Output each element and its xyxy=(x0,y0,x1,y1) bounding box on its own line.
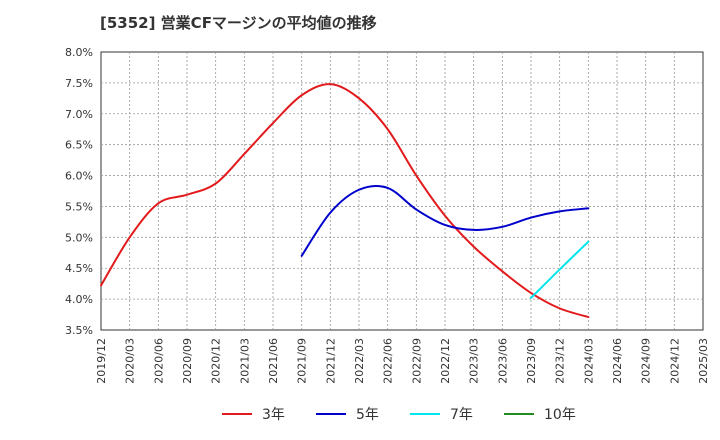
x-tick-label: 2020/09 xyxy=(181,338,194,384)
series-lines xyxy=(100,83,590,319)
plot-area xyxy=(100,51,704,331)
legend-label: 3年 xyxy=(262,407,285,423)
x-tick-label: 2020/12 xyxy=(210,338,223,384)
x-tick-label: 2023/09 xyxy=(525,338,538,384)
x-tick-label: 2022/03 xyxy=(353,338,366,384)
x-tick-label: 2024/09 xyxy=(640,338,653,384)
x-tick-label: 2019/12 xyxy=(95,338,108,384)
legend-label: 5年 xyxy=(356,407,379,423)
x-tick-label: 2023/06 xyxy=(496,338,509,384)
x-tick-label: 2020/06 xyxy=(152,338,165,384)
x-axis: 2019/12 2020/03 2020/06 2020/09 2020/12 2021/… xyxy=(95,338,710,384)
legend[interactable]: 3年 5年 7年 10年 xyxy=(222,407,576,423)
y-tick-label: 8.0% xyxy=(65,46,93,59)
y-tick-label: 5.5% xyxy=(65,200,93,213)
y-tick-label: 6.0% xyxy=(65,170,93,183)
x-tick-label: 2020/03 xyxy=(124,338,137,384)
legend-item-3[interactable]: 10年 xyxy=(504,407,576,423)
y-tick-label: 7.0% xyxy=(65,108,93,121)
x-tick-label: 2021/03 xyxy=(238,338,251,384)
y-tick-label: 4.0% xyxy=(65,293,93,306)
x-tick-label: 2024/12 xyxy=(668,338,681,384)
y-axis: 3.5% 4.0% 4.5% 5.0% 5.5% 6.0% 6.5% 7.0% 7.5% 8.0% xyxy=(65,46,93,337)
series-line-1 xyxy=(300,184,590,257)
y-tick-label: 5.0% xyxy=(65,231,93,244)
y-tick-label: 7.5% xyxy=(65,77,93,90)
plot-frame xyxy=(100,51,704,331)
x-tick-label: 2023/03 xyxy=(468,338,481,384)
legend-item-0[interactable]: 3年 xyxy=(222,407,285,423)
x-tick-label: 2025/03 xyxy=(697,338,710,384)
grid-lines xyxy=(101,52,703,330)
legend-label: 10年 xyxy=(544,407,576,423)
x-tick-label: 2024/06 xyxy=(611,338,624,384)
x-tick-label: 2022/06 xyxy=(382,338,395,384)
legend-label: 7年 xyxy=(450,407,473,423)
legend-item-2[interactable]: 7年 xyxy=(410,407,473,423)
y-tick-label: 3.5% xyxy=(65,324,93,337)
x-tick-label: 2021/12 xyxy=(324,338,337,384)
series-line-0 xyxy=(100,83,590,319)
x-tick-label: 2022/12 xyxy=(439,338,452,384)
chart-title: [5352] 営業CFマージンの平均値の推移 xyxy=(100,14,377,32)
x-tick-label: 2024/03 xyxy=(582,338,595,384)
series-line-2 xyxy=(530,240,590,299)
x-tick-label: 2022/09 xyxy=(410,338,423,384)
x-tick-label: 2021/06 xyxy=(267,338,280,384)
x-tick-label: 2021/09 xyxy=(296,338,309,384)
legend-item-1[interactable]: 5年 xyxy=(316,407,379,423)
y-tick-label: 6.5% xyxy=(65,139,93,152)
x-tick-label: 2023/12 xyxy=(554,338,567,384)
y-tick-label: 4.5% xyxy=(65,262,93,275)
